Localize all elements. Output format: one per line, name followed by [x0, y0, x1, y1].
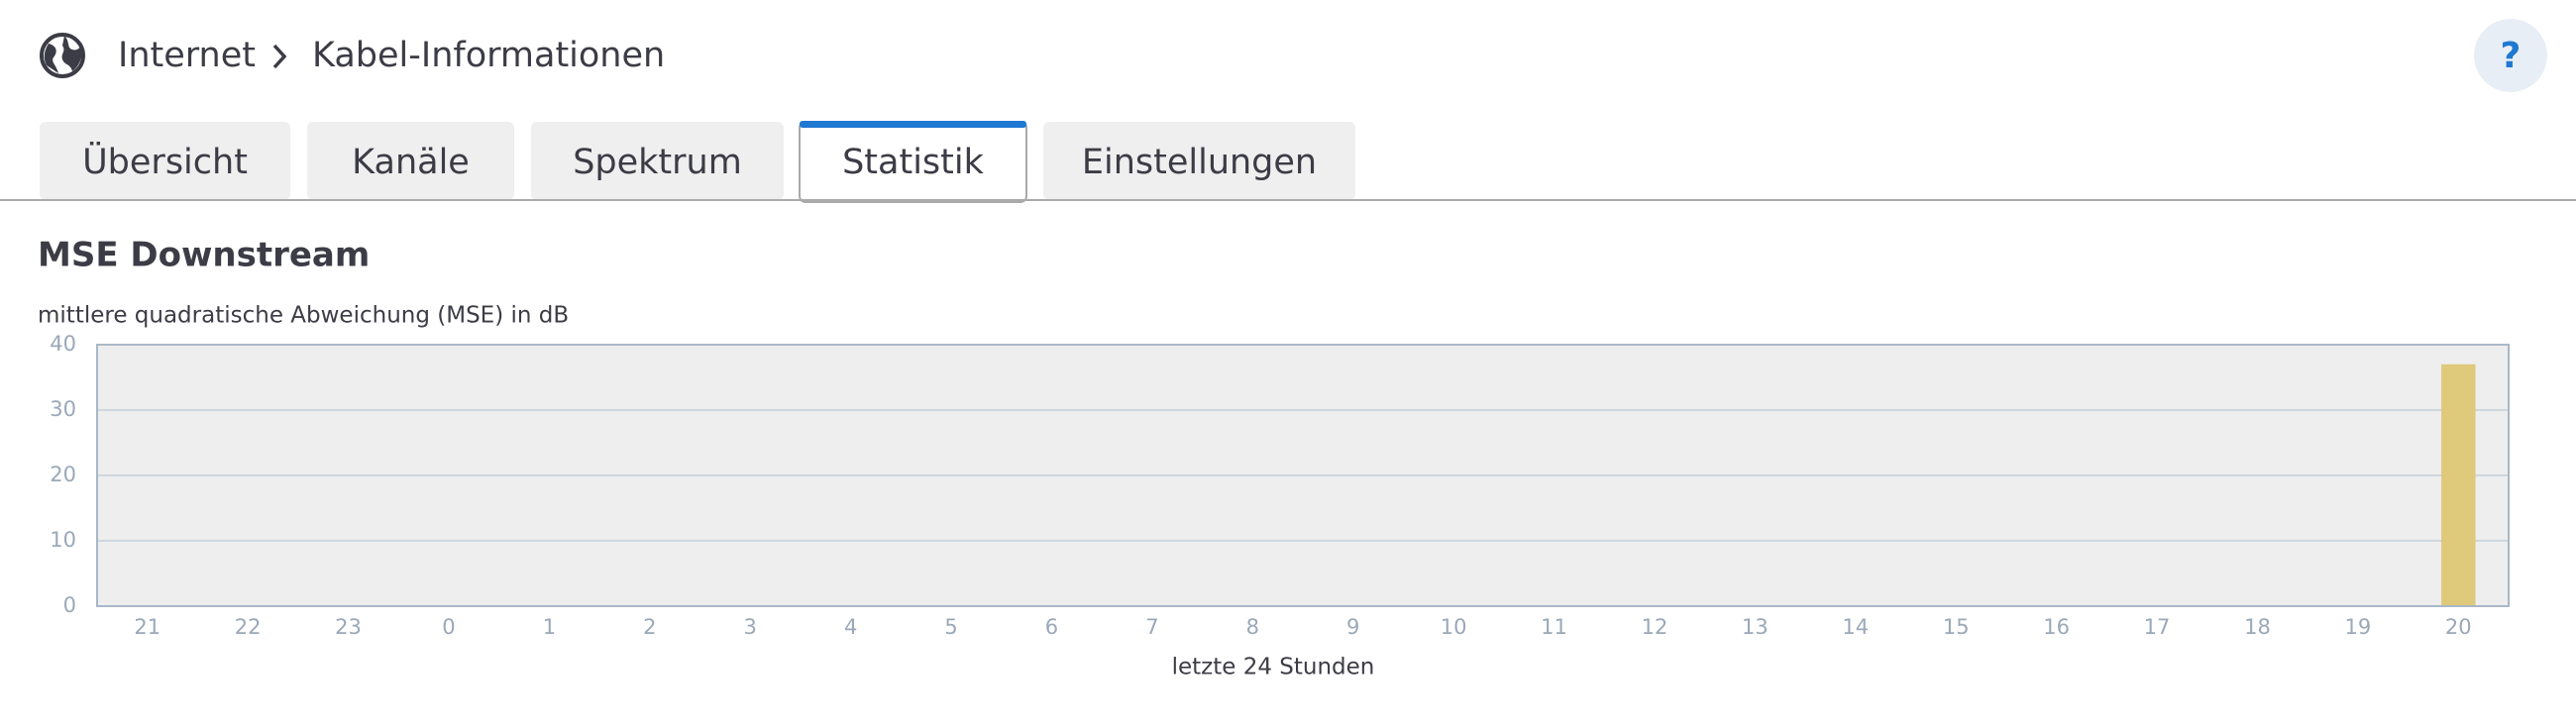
- x-tick-label: 7: [1145, 615, 1158, 639]
- tab-label[interactable]: Statistik: [842, 143, 985, 182]
- tab-background[interactable]: [40, 122, 290, 200]
- x-tick-label: 14: [1842, 615, 1869, 639]
- x-tick-label: 13: [1742, 615, 1769, 639]
- x-tick-label: 23: [335, 615, 362, 639]
- tab-label[interactable]: Einstellungen: [1082, 143, 1317, 182]
- x-axis-label: letzte 24 Stunden: [1172, 655, 1375, 680]
- tab[interactable]: Spektrum: [531, 122, 784, 200]
- y-tick-label: 0: [63, 593, 76, 617]
- tab[interactable]: Übersicht: [40, 122, 290, 200]
- tab-background[interactable]: [307, 122, 514, 200]
- x-tick-label: 12: [1642, 615, 1668, 639]
- tab-bar: Übersicht Kanäle Spektrum Statistik Einstell…: [40, 121, 1355, 203]
- x-tick-label: 0: [442, 615, 455, 639]
- y-tick-label: 10: [50, 528, 76, 552]
- tab-background[interactable]: [1043, 122, 1355, 200]
- x-tick-label: 18: [2244, 615, 2271, 639]
- breadcrumb-item[interactable]: Internet: [118, 36, 256, 75]
- x-tick-label: 4: [844, 615, 857, 639]
- x-tick-label: 11: [1541, 615, 1567, 639]
- x-tick-label: 3: [744, 615, 757, 639]
- breadcrumb-separator: [272, 44, 287, 69]
- x-tick-label: 2: [643, 615, 656, 639]
- y-tick-label: 40: [50, 332, 76, 356]
- tab-label[interactable]: Übersicht: [82, 141, 248, 182]
- chart-title: MSE Downstream: [38, 236, 370, 275]
- x-tick-label: 1: [543, 615, 556, 639]
- x-tick-label: 21: [134, 615, 161, 639]
- x-tick-label: 22: [235, 615, 262, 639]
- y-axis-label: mittlere quadratische Abweichung (MSE) i…: [38, 303, 569, 329]
- globe-icon: [40, 33, 85, 78]
- tab-background[interactable]: [531, 122, 784, 200]
- tab-active-indicator: [800, 121, 1026, 128]
- plot-border: [96, 344, 2510, 607]
- x-tick-label: 17: [2144, 615, 2171, 639]
- x-tick-label: 15: [1943, 615, 1970, 639]
- x-tick-label: 8: [1246, 615, 1259, 639]
- tab-label[interactable]: Kanäle: [352, 143, 470, 182]
- x-tick-label: 19: [2345, 615, 2372, 639]
- x-tick-label: 20: [2445, 615, 2472, 639]
- y-tick-label: 30: [50, 397, 76, 421]
- bar: [2441, 364, 2476, 606]
- x-tick-label: 6: [1045, 615, 1058, 639]
- x-tick-label: 16: [2043, 615, 2070, 639]
- tab[interactable]: Einstellungen: [1043, 122, 1355, 200]
- x-tick-label: 10: [1441, 615, 1467, 639]
- tab[interactable]: Statistik: [799, 121, 1027, 203]
- tab[interactable]: Kanäle: [307, 122, 514, 200]
- help-circle[interactable]: [2474, 19, 2547, 92]
- breadcrumb-item: Kabel-Informationen: [312, 36, 665, 75]
- tab-label[interactable]: Spektrum: [573, 143, 742, 182]
- y-tick-label: 20: [50, 463, 76, 486]
- x-tick-label: 5: [944, 615, 957, 639]
- help-button[interactable]: ?: [2474, 19, 2547, 92]
- x-tick-label: 9: [1346, 615, 1359, 639]
- help-text[interactable]: ?: [2501, 36, 2522, 76]
